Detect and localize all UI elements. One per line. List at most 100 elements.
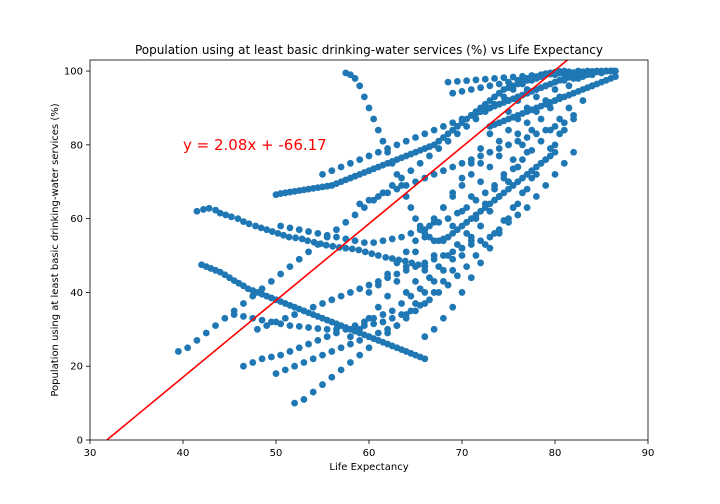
scatter-point (222, 211, 230, 219)
x-axis-label: Life Expectancy (329, 462, 408, 473)
scatter-point (388, 307, 396, 315)
scatter-point (337, 163, 345, 171)
scatter-point (412, 277, 419, 285)
scatter-point (500, 174, 508, 182)
scatter-point (393, 259, 401, 267)
scatter-point (500, 189, 508, 197)
scatter-point (523, 204, 531, 211)
scatter-point (495, 226, 503, 234)
scatter-point (440, 252, 447, 259)
scatter-point (444, 215, 452, 223)
scatter-point (426, 152, 433, 160)
scatter-point (481, 189, 489, 197)
scatter-point (291, 362, 298, 370)
scatter-point (505, 218, 512, 226)
scatter-point (351, 237, 359, 245)
scatter-point (467, 215, 475, 223)
scatter-point (365, 289, 373, 296)
scatter-point (537, 115, 545, 123)
scatter-point (486, 130, 494, 138)
regression-equation: y = 2.08x + -66.17 (183, 136, 327, 154)
scatter-point (347, 159, 354, 167)
scatter-point (305, 324, 312, 331)
scatter-point (440, 134, 447, 141)
scatter-point (519, 174, 526, 182)
scatter-point (453, 272, 461, 280)
scatter-point (328, 373, 336, 381)
scatter-point (458, 174, 466, 182)
scatter-point (272, 318, 280, 326)
y-tick-label: 80 (70, 140, 83, 151)
x-axis: 30 40 50 60 70 80 90 (84, 440, 654, 459)
x-tick-label: 40 (177, 448, 190, 459)
scatter-point (328, 296, 336, 304)
scatter-point (519, 156, 526, 164)
scatter-point (184, 344, 192, 352)
scatter-point (444, 252, 452, 259)
scatter-point (257, 224, 265, 232)
scatter-point (421, 230, 429, 237)
scatter-point (449, 248, 457, 256)
scatter-point (286, 322, 294, 330)
scatter-point (495, 145, 503, 152)
scatter-point (467, 170, 475, 178)
scatter-point (509, 156, 517, 164)
scatter-point (360, 204, 368, 211)
scatter-point (528, 167, 536, 175)
scatter-point (356, 82, 364, 90)
scatter-point (505, 126, 512, 134)
y-tick-label: 0 (77, 436, 83, 447)
scatter-point (393, 141, 401, 149)
x-tick-label: 80 (549, 448, 562, 459)
scatter-point (533, 170, 540, 178)
scatter-point (379, 311, 387, 318)
scatter-point (514, 178, 522, 186)
scatter-point (365, 333, 373, 341)
scatter-point (477, 222, 484, 230)
scatter-point (300, 359, 308, 366)
scatter-point (407, 230, 415, 237)
scatter-point (491, 182, 498, 189)
scatter-point (467, 156, 475, 164)
scatter-point (533, 163, 540, 171)
scatter-point (579, 97, 587, 104)
scatter-point (347, 333, 354, 341)
scatter-point (416, 222, 424, 230)
scatter-point (421, 266, 429, 274)
scatter-point (328, 348, 336, 355)
scatter-point (337, 366, 345, 374)
scatter-point (416, 301, 424, 309)
scatter-point (356, 285, 364, 293)
scatter-point (565, 104, 573, 112)
scatter-point (440, 204, 447, 211)
scatter-point (472, 76, 480, 84)
scatter-point (314, 241, 322, 248)
scatter-point (477, 207, 484, 215)
scatter-point (370, 239, 378, 247)
scatter-point (477, 145, 484, 152)
scatter-point (230, 311, 238, 318)
scatter-point (374, 126, 382, 134)
scatter-point (486, 163, 494, 171)
scatter-point (528, 126, 536, 134)
scatter-point (421, 289, 429, 296)
scatter-point (477, 178, 484, 186)
scatter-point (467, 241, 475, 248)
scatter-point (368, 250, 376, 258)
scatter-point (430, 141, 438, 149)
scatter-point (467, 193, 475, 200)
scatter-point (495, 80, 503, 88)
scatter-point (505, 141, 512, 149)
scatter-point (274, 230, 282, 237)
scatter-point (280, 231, 287, 239)
scatter-point (322, 241, 330, 249)
regression-line (106, 60, 568, 440)
y-tick-label: 100 (64, 67, 83, 78)
scatter-point (505, 178, 512, 186)
scatter-point (267, 353, 275, 361)
scatter-point (319, 300, 326, 307)
scatter-point (382, 253, 390, 261)
scatter-point (509, 165, 517, 173)
scatter-point (430, 170, 438, 178)
y-tick-label: 40 (70, 288, 83, 299)
